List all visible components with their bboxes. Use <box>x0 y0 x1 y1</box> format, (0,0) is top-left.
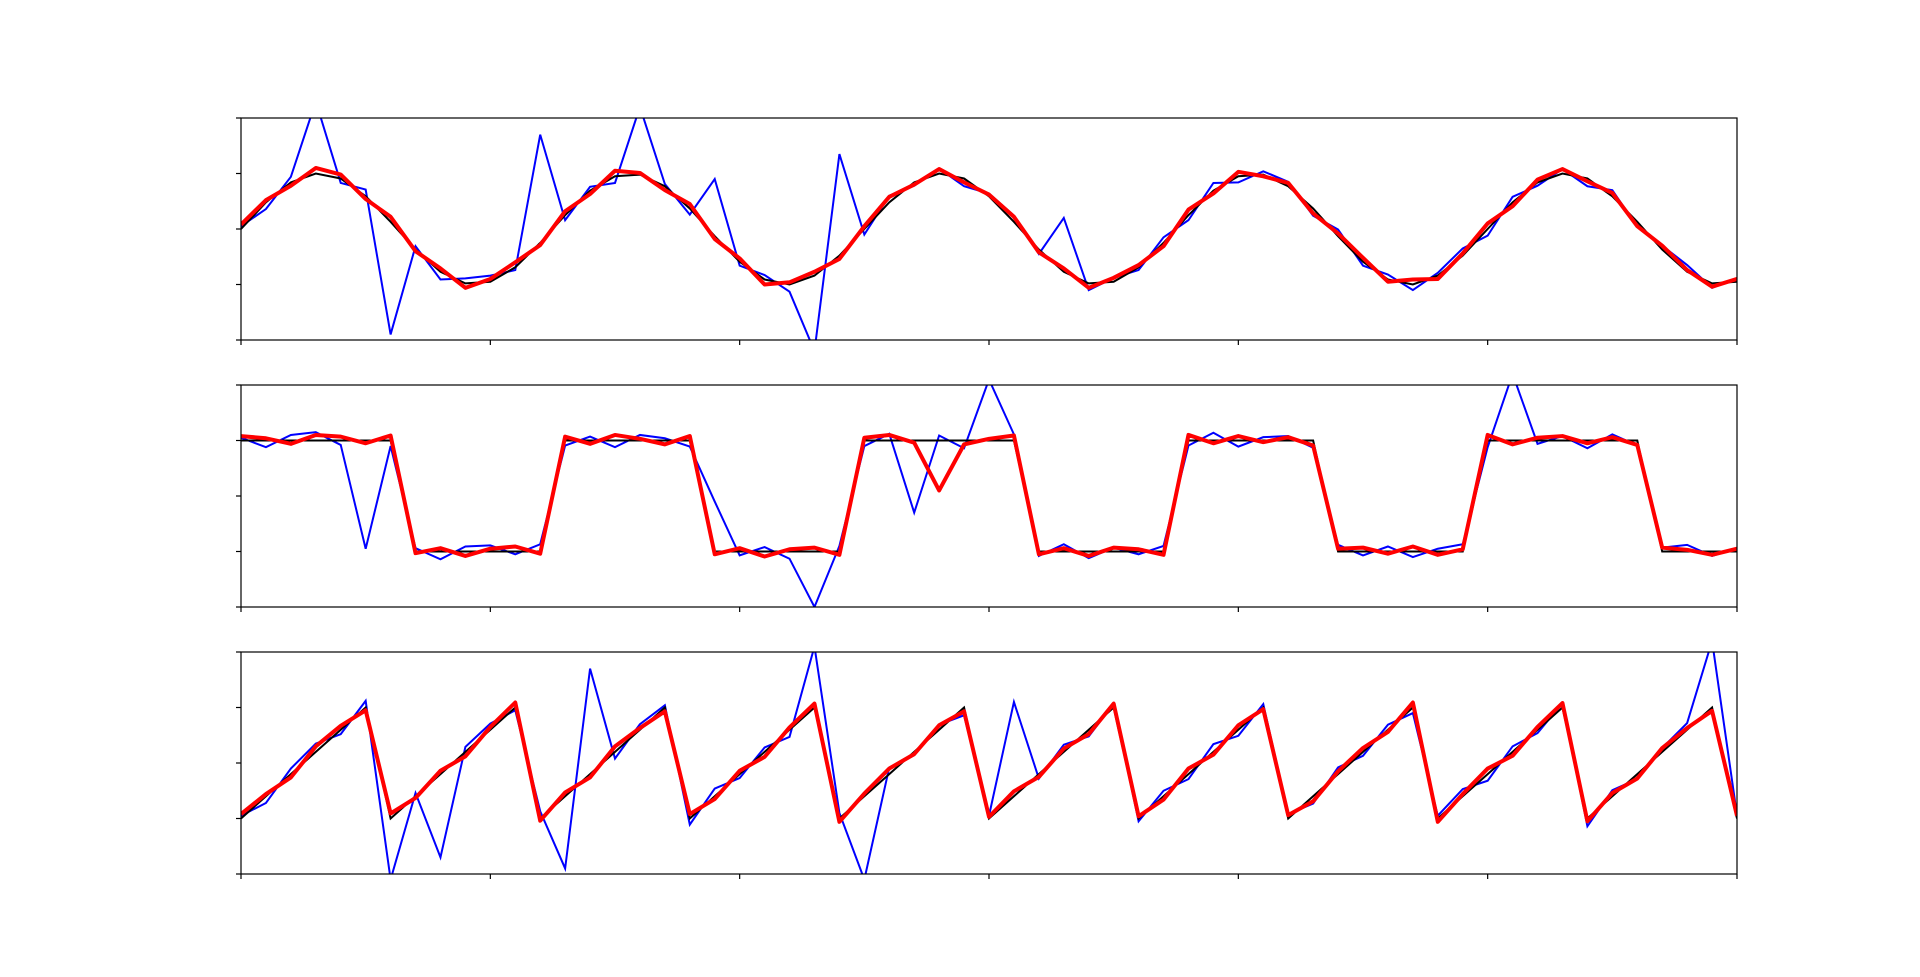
series-line <box>241 118 1737 340</box>
series-line <box>241 439 1737 553</box>
series-line <box>241 172 1737 286</box>
axes-frame <box>240 651 1738 875</box>
plot-area <box>241 652 1737 874</box>
series-line <box>241 432 1737 559</box>
axes-frame <box>240 117 1738 341</box>
series-line <box>241 700 1737 824</box>
plot-area <box>241 385 1737 607</box>
subplot <box>236 651 1738 879</box>
axes-frame <box>240 384 1738 608</box>
series-line <box>241 385 1737 607</box>
subplot <box>236 117 1738 345</box>
subplot <box>236 384 1738 612</box>
series-line <box>241 705 1737 821</box>
series-line <box>241 165 1737 290</box>
plot-area <box>241 118 1737 340</box>
series-line <box>241 652 1737 874</box>
